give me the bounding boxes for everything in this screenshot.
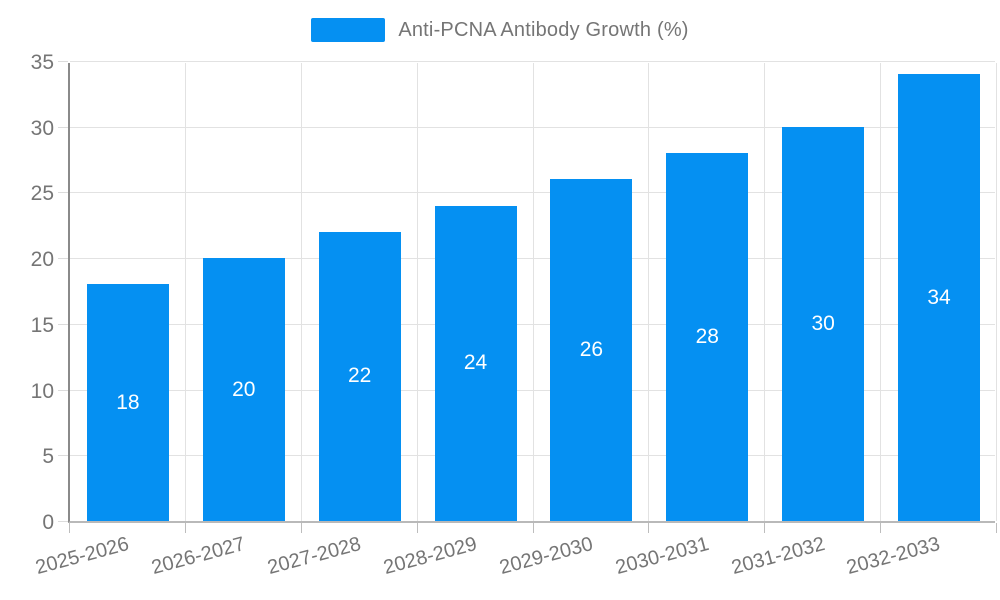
bar-value-label: 30: [811, 311, 835, 335]
x-axis-label: 2025-2026: [33, 533, 132, 580]
x-axis-label: 2032-2033: [844, 533, 943, 580]
x-tick: [532, 523, 534, 533]
y-axis-label: 20: [30, 248, 54, 272]
y-axis-label: 35: [30, 51, 54, 74]
x-tick: [300, 523, 302, 533]
x-axis-label: 2029-2030: [497, 533, 596, 580]
y-axis-label: 10: [30, 379, 54, 403]
y-tick: [58, 455, 68, 457]
bar-value-label: 26: [579, 338, 604, 362]
x-tick: [184, 523, 186, 533]
bar-value-label: 24: [463, 351, 488, 375]
bar-value-label: 22: [348, 364, 372, 388]
v-gridline: [416, 63, 418, 521]
x-axis-label: 2028-2029: [381, 533, 480, 580]
y-tick: [58, 258, 68, 260]
bar: 34: [898, 74, 981, 521]
x-axis-label: 2030-2031: [612, 533, 712, 580]
bar: 24: [434, 205, 517, 521]
bar: 26: [550, 179, 633, 521]
v-gridline: [532, 63, 534, 521]
bar: 18: [86, 284, 169, 521]
legend-swatch[interactable]: [311, 18, 386, 42]
y-tick: [58, 192, 68, 194]
bar: 28: [666, 153, 749, 521]
bar-value-label: 28: [695, 325, 719, 348]
x-axis-label: 2026-2027: [149, 533, 248, 580]
y-tick: [58, 61, 68, 62]
h-gridline: [70, 61, 995, 62]
v-gridline: [880, 63, 882, 521]
y-axis-label: 25: [30, 182, 54, 206]
bar-value-label: 18: [116, 390, 140, 414]
x-axis-label: 2027-2028: [265, 533, 364, 580]
y-axis-label: 30: [30, 116, 54, 140]
legend-label[interactable]: Anti-PCNA Antibody Growth (%): [398, 18, 689, 41]
y-tick: [58, 323, 68, 325]
y-axis-label: 0: [42, 511, 54, 534]
bar: 22: [318, 231, 401, 521]
x-tick: [880, 523, 882, 533]
y-tick: [58, 126, 68, 128]
x-tick: [416, 523, 418, 533]
legend[interactable]: Anti-PCNA Antibody Growth (%): [0, 18, 1000, 42]
x-tick: [648, 523, 650, 533]
x-tick: [69, 523, 70, 533]
plot-area: 18 20 22 24 26 28 30 34: [58, 61, 997, 533]
v-gridline: [300, 63, 302, 521]
x-axis-label: 2031-2032: [728, 533, 827, 580]
y-axis-label: 5: [42, 445, 54, 469]
bar-value-label: 20: [232, 377, 256, 401]
y-tick: [58, 389, 68, 391]
bar: 20: [202, 258, 285, 521]
x-tick: [996, 523, 997, 533]
v-gridline: [184, 63, 186, 521]
v-gridline: [764, 63, 766, 521]
bar-value-label: 34: [927, 285, 951, 309]
y-axis-label: 15: [30, 313, 54, 337]
y-tick: [58, 521, 68, 522]
x-tick: [764, 523, 766, 533]
v-gridline: [648, 63, 650, 521]
bar: 30: [782, 126, 865, 521]
v-gridline: [996, 63, 997, 521]
